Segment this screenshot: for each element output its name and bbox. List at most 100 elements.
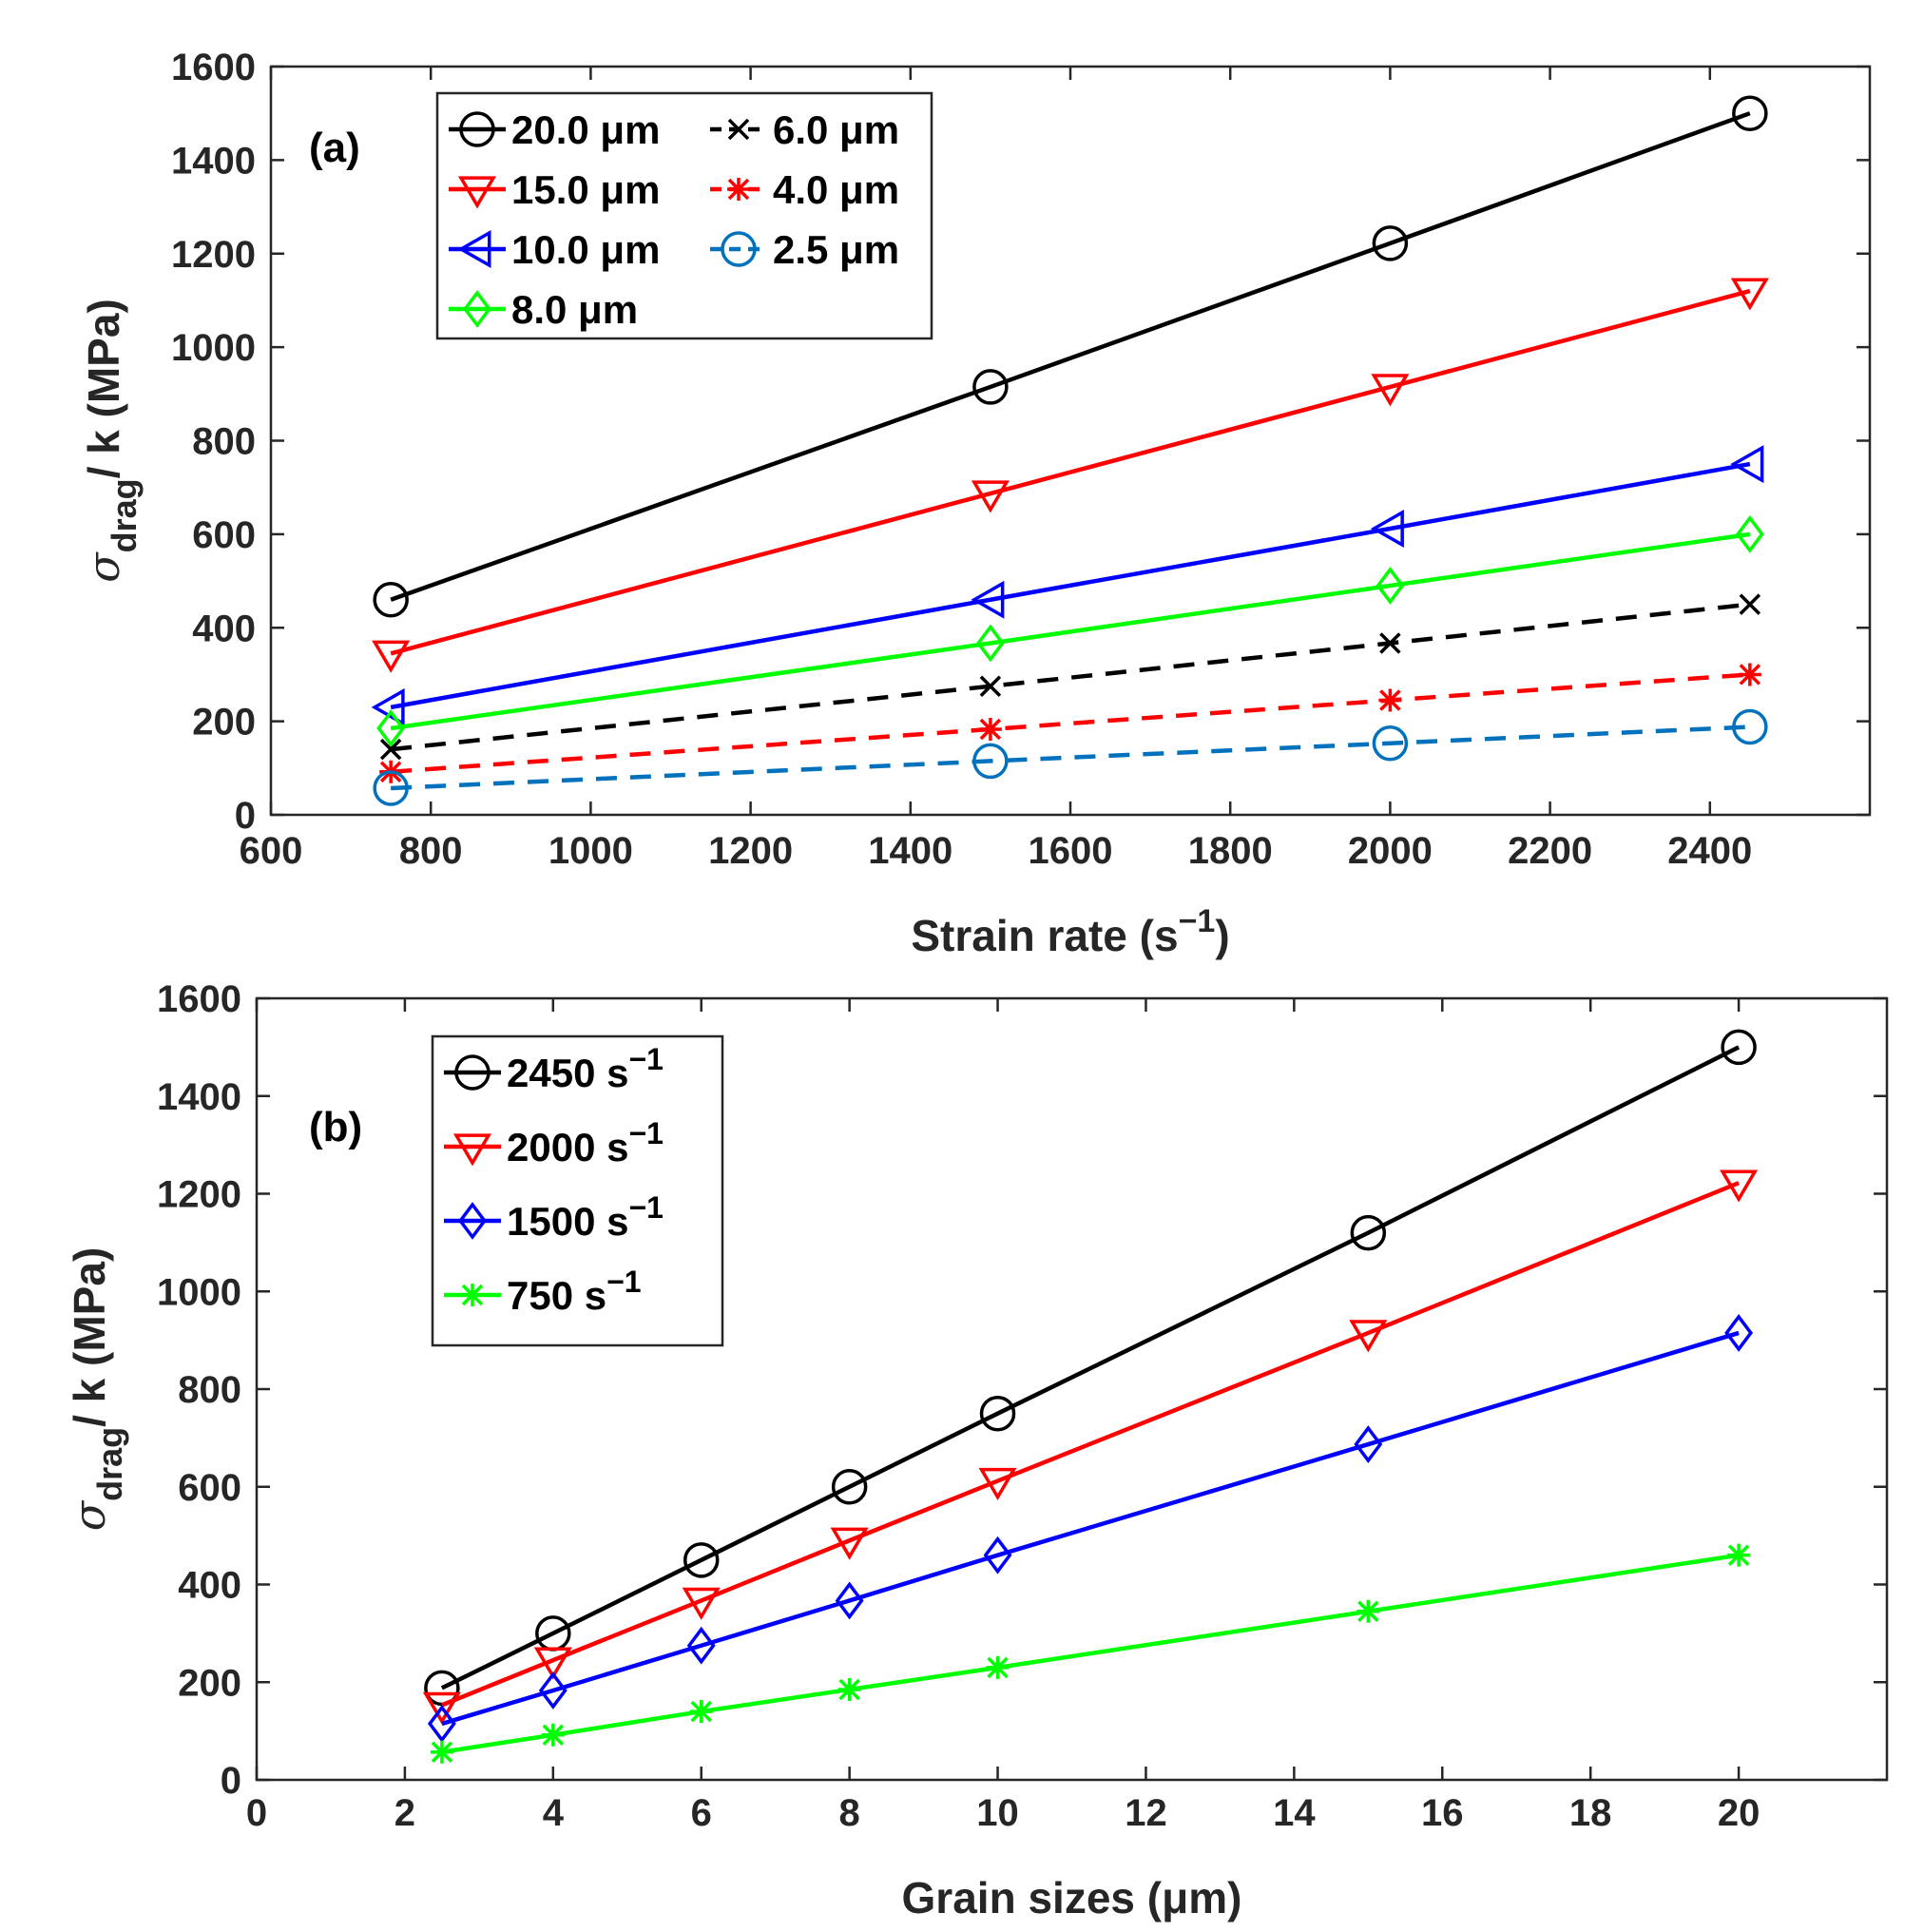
- panel-b-legend-marker: [458, 1202, 487, 1240]
- panel-a-data-point: [1372, 724, 1409, 762]
- panel-a-data-point: [1730, 278, 1769, 311]
- panel-b-legend-marker: [454, 1054, 491, 1091]
- panel-a-series-line-4.0-m: [390, 672, 1751, 774]
- panel-b-data-point: [686, 1626, 716, 1665]
- panel-b-xtick-label: 20: [1718, 1792, 1760, 1834]
- panel-b-xtick-label: 8: [839, 1792, 860, 1834]
- panel-b-xtick-label: 16: [1421, 1792, 1464, 1834]
- panel-a-ytick-label: 1400: [171, 140, 256, 182]
- panel-b-legend: 2450 s−1 2000 s−1 1500 s−1 750 s−1: [431, 1034, 724, 1347]
- panel-a-data-point: [979, 675, 1002, 697]
- panel-a-legend-marker: [457, 229, 491, 269]
- panel-b-legend-label: 2450 s−1: [507, 1042, 664, 1095]
- panel-b-data-point: [1354, 1425, 1383, 1463]
- panel-a-series-line-8.0-m: [390, 531, 1751, 731]
- panel-a-y-axis-label: σdrag/ k (MPa): [78, 299, 144, 583]
- panel-b-xtick-label: 0: [246, 1792, 267, 1834]
- panel-a-xtick-label: 1200: [708, 830, 793, 872]
- panel-b-ytick-label: 1200: [157, 1174, 241, 1216]
- panel-a-legend-label: 6.0 μm: [773, 107, 899, 152]
- panel-a-legend-label: 10.0 μm: [511, 227, 660, 272]
- panel-b-xtick-label: 2: [394, 1792, 415, 1834]
- panel-a-ytick-label: 0: [235, 795, 256, 837]
- panel-b-data-point: [689, 1700, 713, 1724]
- panel-a-legend-item: 6.0 μm: [710, 107, 899, 152]
- panel-b-series-line-2450-s: [440, 1045, 1741, 1690]
- panel-a-data-point: [972, 743, 1009, 780]
- panel-b-data-point: [837, 1677, 861, 1701]
- panel-b-legend-item: 750 s−1: [444, 1265, 642, 1318]
- panel-b-data-point: [533, 1647, 572, 1680]
- panel-a-data-point: [376, 709, 406, 747]
- panel-b-ytick-label: 1400: [157, 1076, 241, 1118]
- panel-a-ytick-label: 1000: [171, 327, 256, 369]
- panel-b-data-point: [1349, 1320, 1388, 1353]
- panel-a-data-point: [1370, 509, 1404, 548]
- panel-b-data-point: [983, 1536, 1012, 1575]
- panel-b-series-line-750-s: [441, 1553, 1740, 1754]
- panel-b-legend-item: 2450 s−1: [444, 1042, 664, 1095]
- panel-b-data-point: [1350, 1214, 1387, 1251]
- panel-b-data-point: [830, 1527, 869, 1560]
- panel-a-data-point: [975, 624, 1005, 663]
- panel-b-legend-item: 1500 s−1: [444, 1190, 664, 1244]
- panel-b-legend-label: 2000 s−1: [507, 1116, 664, 1169]
- panel-b-ytick-label: 1600: [157, 978, 241, 1020]
- panel-b-legend-marker: [452, 1133, 492, 1167]
- panel-a-ytick-label: 1200: [171, 234, 256, 276]
- panel-a-xtick-label: 1000: [548, 830, 633, 872]
- panel-b-ytick-label: 200: [178, 1662, 241, 1704]
- panel-b-data-point: [835, 1581, 864, 1620]
- panel-a-legend-item: 10.0 μm: [449, 227, 660, 272]
- panel-a-data-point: [1378, 688, 1402, 712]
- panel-b-data-point: [986, 1655, 1010, 1679]
- panel-a-xtick-label: 2400: [1667, 830, 1752, 872]
- panel-a-series-6.0-m: [379, 593, 1761, 761]
- panel-b-series-line-2000-s: [441, 1181, 1740, 1708]
- panel-b-label: (b): [309, 1104, 362, 1150]
- panel-a-data-point: [978, 717, 1002, 741]
- panel-b-data-point: [682, 1587, 721, 1620]
- panel-a-xtick-label: 1400: [868, 830, 952, 872]
- panel-a-legend-marker: [727, 178, 750, 201]
- panel-a-series-10.0-m: [371, 445, 1764, 726]
- panel-b-data-point: [541, 1723, 565, 1747]
- panel-b-ytick-label: 1000: [157, 1271, 241, 1313]
- panel-b-data-point: [538, 1671, 568, 1710]
- panel-b-data-point: [1720, 1169, 1759, 1203]
- panel-a-data-point: [1376, 567, 1405, 605]
- panel-a-data-point: [1372, 225, 1409, 261]
- panel-a-xtick-label: 600: [240, 830, 303, 872]
- panel-b-data-point: [422, 1691, 461, 1725]
- panel-a-legend-item: 20.0 μm: [449, 107, 660, 152]
- panel-a-ytick-label: 600: [192, 514, 256, 556]
- panel-b-data-point: [831, 1469, 868, 1505]
- panel-a-legend-marker: [727, 118, 750, 141]
- panel-a-legend-label: 20.0 μm: [511, 107, 660, 152]
- panel-a-ytick-label: 200: [192, 702, 256, 744]
- panel-a-data-point: [372, 640, 411, 673]
- panel-a-data-point: [971, 480, 1010, 513]
- panel-a-data-point: [1738, 663, 1761, 686]
- panel-b-legend-item: 2000 s−1: [444, 1116, 664, 1169]
- panel-a-legend: 20.0 μm 15.0 μm 10.0 μm 8.0 μm 6.0 μm 4.0 μm 2…: [435, 91, 933, 340]
- panel-b-xtick-label: 4: [543, 1792, 565, 1834]
- panel-b-data-point: [430, 1740, 453, 1764]
- panel-b-series-2000-s: [422, 1169, 1759, 1725]
- panel-a-legend-item: 15.0 μm: [449, 167, 660, 212]
- panel-a-series-2.5-m: [373, 708, 1768, 806]
- panel-a-series-line-20.0-m: [390, 111, 1751, 602]
- panel-a: 600 800 1000 1200 1400 1600 1800 2000 2200 2400 0 2…: [78, 47, 1872, 960]
- panel-a-data-point: [379, 738, 402, 761]
- panel-a-ytick-label: 400: [192, 608, 256, 649]
- panel-a-series-4.0-m: [379, 663, 1761, 783]
- panel-a-series-line-2.5-m: [391, 724, 1750, 791]
- panel-a-data-point: [373, 581, 409, 618]
- panel-b-ytick-label: 800: [178, 1369, 241, 1411]
- panel-a-data-point: [1379, 632, 1401, 654]
- panel-b-data-point: [1727, 1543, 1751, 1567]
- panel-a-legend-box: [435, 91, 933, 340]
- panel-b-xtick-label: 10: [976, 1792, 1019, 1834]
- panel-a-series-line-15.0-m: [390, 288, 1751, 656]
- panel-a-xtick-label: 1600: [1029, 830, 1113, 872]
